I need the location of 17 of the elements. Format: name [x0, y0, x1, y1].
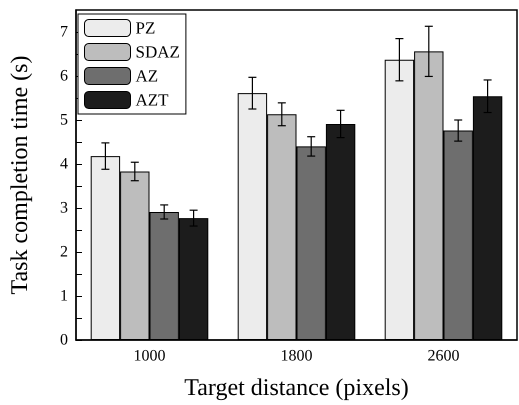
- x-axis-title: Target distance (pixels): [184, 375, 409, 401]
- legend-label: PZ: [136, 18, 156, 38]
- x-tick-label: 2600: [428, 348, 460, 364]
- y-tick-label: 3: [60, 200, 68, 216]
- y-tick-label: 1: [60, 288, 68, 304]
- y-tick-label: 5: [60, 112, 68, 128]
- y-tick-label: 0: [60, 332, 68, 348]
- x-tick-label: 1800: [280, 348, 312, 364]
- y-tick-label: 4: [60, 156, 68, 172]
- x-tick-label: 1000: [134, 348, 166, 364]
- y-axis-title: Task completion time (s): [7, 56, 33, 294]
- y-tick-label: 6: [60, 68, 68, 84]
- legend-label: SDAZ: [136, 42, 180, 62]
- legend-label: AZ: [136, 66, 158, 86]
- y-tick-label: 7: [60, 24, 68, 40]
- legend-label: AZT: [136, 90, 170, 110]
- y-tick-label: 2: [60, 244, 68, 260]
